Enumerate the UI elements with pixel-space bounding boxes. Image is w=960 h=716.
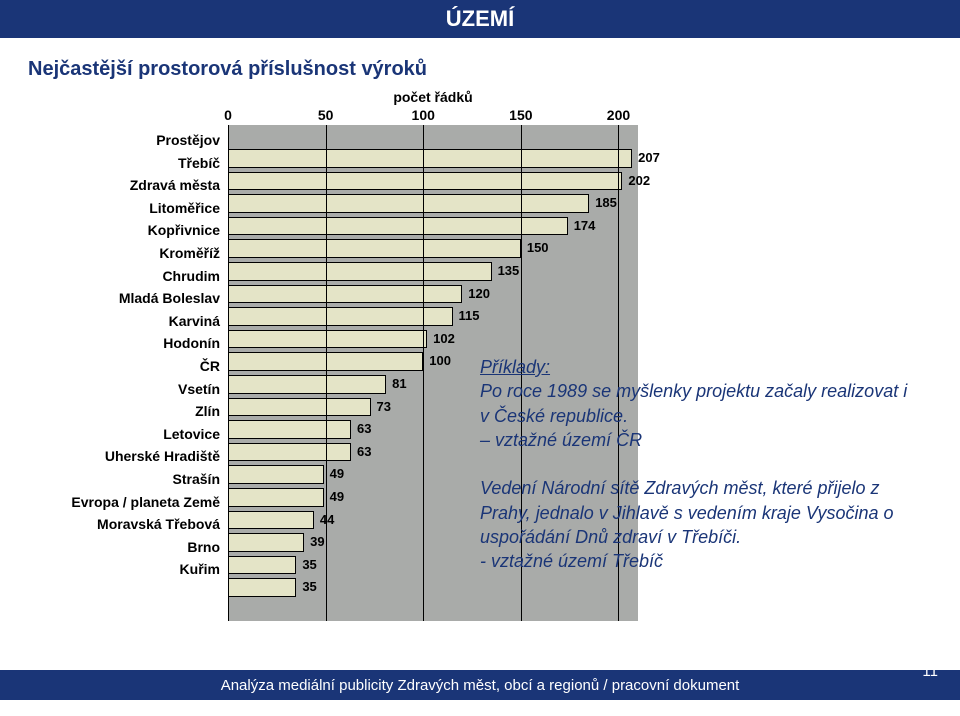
- x-tick-label: 50: [318, 107, 334, 123]
- bar: [228, 556, 296, 575]
- bar: [228, 239, 521, 258]
- y-axis-label: Brno: [40, 536, 220, 559]
- bar: [228, 443, 351, 462]
- examples-title: Příklady:: [480, 357, 550, 377]
- bar-row: 102: [228, 328, 638, 351]
- bar-value-label: 73: [377, 396, 391, 419]
- bar-value-label: 150: [527, 237, 549, 260]
- bar: [228, 285, 462, 304]
- bar-value-label: 202: [628, 170, 650, 193]
- page-title: ÚZEMÍ: [446, 6, 514, 31]
- y-axis-label: Uherské Hradiště: [40, 445, 220, 468]
- y-axis-label: Hodonín: [40, 332, 220, 355]
- x-tick-label: 0: [224, 107, 232, 123]
- y-axis-label: ČR: [40, 355, 220, 378]
- y-axis-label: Strašín: [40, 468, 220, 491]
- y-axis-label: Letovice: [40, 423, 220, 446]
- examples-para1: Po roce 1989 se myšlenky projektu začaly…: [480, 381, 907, 425]
- bar-row: 135: [228, 260, 638, 283]
- y-axis-labels: ProstějovTřebíčZdravá městaLitoměřiceKop…: [40, 129, 220, 581]
- x-ticks: 050100150200: [228, 107, 638, 125]
- y-axis-label: Vsetín: [40, 378, 220, 401]
- bar: [228, 420, 351, 439]
- y-axis-label: Karviná: [40, 310, 220, 333]
- bar: [228, 217, 568, 236]
- gridline: [228, 125, 229, 621]
- y-axis-label: Chrudim: [40, 265, 220, 288]
- y-axis-label: Kuřim: [40, 558, 220, 581]
- bar: [228, 262, 492, 281]
- bar-value-label: 35: [302, 576, 316, 599]
- x-tick-label: 100: [412, 107, 435, 123]
- y-axis-label: Zdravá města: [40, 174, 220, 197]
- y-axis-label: Zlín: [40, 400, 220, 423]
- bar-value-label: 39: [310, 531, 324, 554]
- footer-text: Analýza mediální publicity Zdravých měst…: [221, 677, 740, 694]
- bar-value-label: 49: [330, 463, 344, 486]
- bar-value-label: 63: [357, 441, 371, 464]
- bar-value-label: 100: [429, 350, 451, 373]
- gridline: [423, 125, 424, 621]
- bar: [228, 330, 427, 349]
- header-bar: ÚZEMÍ: [0, 0, 960, 38]
- bar-row: 35: [228, 576, 638, 599]
- bar-row: 115: [228, 305, 638, 328]
- bar-value-label: 207: [638, 147, 660, 170]
- bar-value-label: 44: [320, 509, 334, 532]
- bar: [228, 488, 324, 507]
- bar-row: 202: [228, 170, 638, 193]
- bar-value-label: 120: [468, 283, 490, 306]
- bar-value-label: 35: [302, 554, 316, 577]
- y-axis-label: Evropa / planeta Země: [40, 491, 220, 514]
- slide-page: ÚZEMÍ Nejčastější prostorová příslušnost…: [0, 0, 960, 716]
- gridline: [326, 125, 327, 621]
- y-axis-label: Mladá Boleslav: [40, 287, 220, 310]
- examples-block: Příklady: Po roce 1989 se myšlenky proje…: [480, 355, 910, 574]
- y-axis-label: Kopřivnice: [40, 219, 220, 242]
- y-axis-label: Třebíč: [40, 152, 220, 175]
- bar-value-label: 102: [433, 328, 455, 351]
- bar-row: 207: [228, 147, 638, 170]
- examples-line2: - vztažné území Třebíč: [480, 551, 663, 571]
- bar: [228, 533, 304, 552]
- bar: [228, 172, 622, 191]
- x-tick-label: 150: [509, 107, 532, 123]
- x-tick-label: 200: [607, 107, 630, 123]
- bar-value-label: 135: [498, 260, 520, 283]
- bar: [228, 307, 453, 326]
- y-axis-label: Kroměříž: [40, 242, 220, 265]
- y-axis-label: Litoměřice: [40, 197, 220, 220]
- bar-value-label: 174: [574, 215, 596, 238]
- bar-row: 174: [228, 215, 638, 238]
- bar-value-label: 63: [357, 418, 371, 441]
- page-number: 11: [922, 663, 938, 680]
- bar: [228, 465, 324, 484]
- bar: [228, 398, 371, 417]
- bar-value-label: 115: [459, 305, 480, 328]
- bar-value-label: 81: [392, 373, 406, 396]
- bar-row: 150: [228, 237, 638, 260]
- examples-line1: – vztažné území ČR: [480, 430, 642, 450]
- footer-bar: Analýza mediální publicity Zdravých měst…: [0, 670, 960, 700]
- y-axis-label: Moravská Třebová: [40, 513, 220, 536]
- bar: [228, 375, 386, 394]
- examples-para2: Vedení Národní sítě Zdravých měst, které…: [480, 478, 894, 547]
- bar: [228, 578, 296, 597]
- subtitle: Nejčastější prostorová příslušnost výrok…: [28, 58, 960, 81]
- bar-row: 185: [228, 192, 638, 215]
- bar: [228, 194, 589, 213]
- bar-row: 120: [228, 283, 638, 306]
- bar-value-label: 49: [330, 486, 344, 509]
- y-axis-label: Prostějov: [40, 129, 220, 152]
- axis-title: počet řádků: [228, 89, 638, 105]
- bar: [228, 511, 314, 530]
- bar-value-label: 185: [595, 192, 617, 215]
- bar: [228, 149, 632, 168]
